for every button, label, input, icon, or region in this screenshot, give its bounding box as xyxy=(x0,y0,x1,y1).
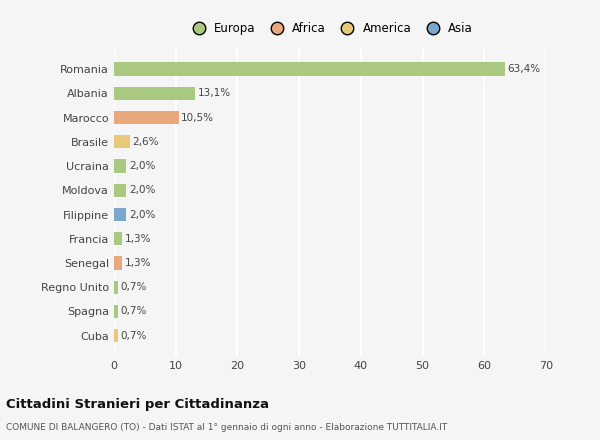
Text: COMUNE DI BALANGERO (TO) - Dati ISTAT al 1° gennaio di ogni anno - Elaborazione : COMUNE DI BALANGERO (TO) - Dati ISTAT al… xyxy=(6,423,447,432)
Text: 0,7%: 0,7% xyxy=(121,307,147,316)
Text: 0,7%: 0,7% xyxy=(121,282,147,292)
Bar xyxy=(114,183,127,197)
Text: 2,0%: 2,0% xyxy=(129,209,155,220)
Text: 63,4%: 63,4% xyxy=(508,64,541,74)
Legend: Europa, Africa, America, Asia: Europa, Africa, America, Asia xyxy=(182,17,478,40)
Text: 10,5%: 10,5% xyxy=(181,113,214,123)
Bar xyxy=(114,135,130,148)
Text: 2,0%: 2,0% xyxy=(129,161,155,171)
Text: 2,6%: 2,6% xyxy=(133,137,159,147)
Text: 1,3%: 1,3% xyxy=(124,234,151,244)
Bar xyxy=(114,305,118,318)
Text: 0,7%: 0,7% xyxy=(121,331,147,341)
Bar xyxy=(114,208,127,221)
Bar xyxy=(114,111,179,124)
Text: 2,0%: 2,0% xyxy=(129,185,155,195)
Text: 13,1%: 13,1% xyxy=(197,88,230,98)
Bar xyxy=(114,62,505,76)
Text: 1,3%: 1,3% xyxy=(124,258,151,268)
Bar xyxy=(114,257,122,270)
Text: Cittadini Stranieri per Cittadinanza: Cittadini Stranieri per Cittadinanza xyxy=(6,398,269,411)
Bar xyxy=(114,232,122,246)
Bar xyxy=(114,87,195,100)
Bar xyxy=(114,159,127,173)
Bar xyxy=(114,281,118,294)
Bar xyxy=(114,329,118,342)
